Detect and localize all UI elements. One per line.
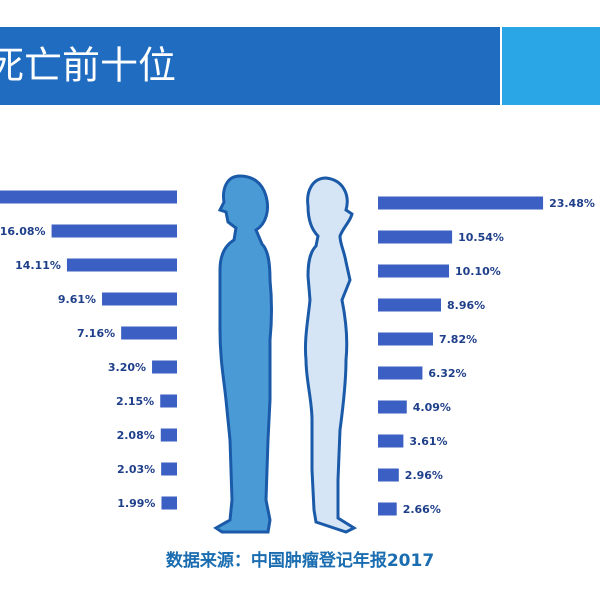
value-label: 2.66%	[403, 503, 441, 516]
bar	[152, 360, 177, 374]
value-label: 4.09%	[413, 401, 451, 414]
value-label: 3.61%	[409, 435, 447, 448]
bar	[378, 502, 397, 516]
value-label: 10.10%	[455, 265, 501, 278]
bar	[378, 332, 433, 346]
value-label: 7.16%	[77, 327, 115, 340]
value-label: 2.03%	[117, 463, 155, 476]
bar	[378, 468, 399, 482]
value-label: 1.99%	[117, 497, 155, 510]
value-label: 23.48%	[549, 197, 595, 210]
value-label: 7.82%	[439, 333, 477, 346]
source-note: 数据来源：中国肿瘤登记年报2017	[166, 550, 434, 571]
male-figure	[213, 174, 273, 534]
value-label: 14.11%	[15, 259, 61, 272]
bar	[161, 496, 177, 510]
value-label: 9.61%	[58, 293, 96, 306]
header-band	[0, 27, 500, 105]
female-figure	[304, 176, 358, 534]
bar	[378, 264, 450, 278]
value-label: 2.08%	[117, 429, 155, 442]
bar	[378, 298, 441, 312]
bar	[102, 292, 177, 306]
value-label: 16.08%	[0, 225, 46, 238]
bar	[378, 434, 404, 448]
bar	[378, 366, 423, 380]
bar	[66, 258, 177, 272]
value-label: 10.54%	[458, 231, 504, 244]
bar	[160, 394, 177, 408]
value-label: 3.20%	[108, 361, 146, 374]
value-label: 2.15%	[116, 395, 154, 408]
header-accent	[502, 27, 600, 105]
value-label: 2.96%	[405, 469, 443, 482]
bar	[378, 196, 544, 210]
bar	[378, 230, 453, 244]
value-label: 6.32%	[428, 367, 466, 380]
bar	[51, 224, 177, 238]
bar	[378, 400, 407, 414]
bar	[0, 190, 177, 204]
bar	[160, 428, 177, 442]
bar	[121, 326, 177, 340]
slide-title: 死亡前十位	[0, 44, 176, 88]
bar	[161, 462, 177, 476]
value-label: 8.96%	[447, 299, 485, 312]
